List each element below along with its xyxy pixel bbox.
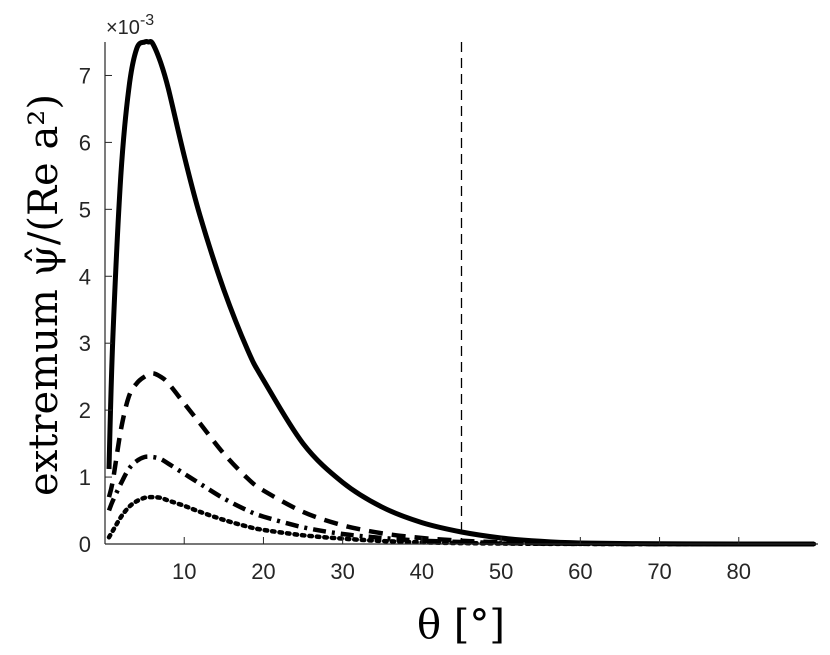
series-line-dotted — [106, 494, 817, 547]
x-tick-label: 60 — [568, 559, 592, 584]
y-tick-label: 0 — [79, 532, 91, 557]
x-axis-label: θ [°] — [417, 602, 505, 648]
x-tick-label: 50 — [489, 559, 513, 584]
y-tick-label: 3 — [79, 331, 91, 356]
y-tick-label: 7 — [79, 63, 91, 88]
series-line-solid — [106, 38, 814, 547]
y-axis-label: extremum ψ̂/(Re a²) — [21, 94, 67, 496]
x-tick-label: 70 — [647, 559, 671, 584]
x-tick-label: 10 — [172, 559, 196, 584]
x-tick-label: 40 — [410, 559, 434, 584]
x-tick-label: 20 — [251, 559, 275, 584]
x-tick-label: 30 — [330, 559, 354, 584]
y-exponent-label: ×10-3 — [106, 12, 154, 39]
x-tick-label: 80 — [727, 559, 751, 584]
y-tick-label: 1 — [79, 465, 91, 490]
y-tick-label: 2 — [79, 398, 91, 423]
y-tick-label: 6 — [79, 130, 91, 155]
y-tick-label: 5 — [79, 197, 91, 222]
y-tick-label: 4 — [79, 264, 91, 289]
series-line-dashed — [106, 371, 815, 547]
